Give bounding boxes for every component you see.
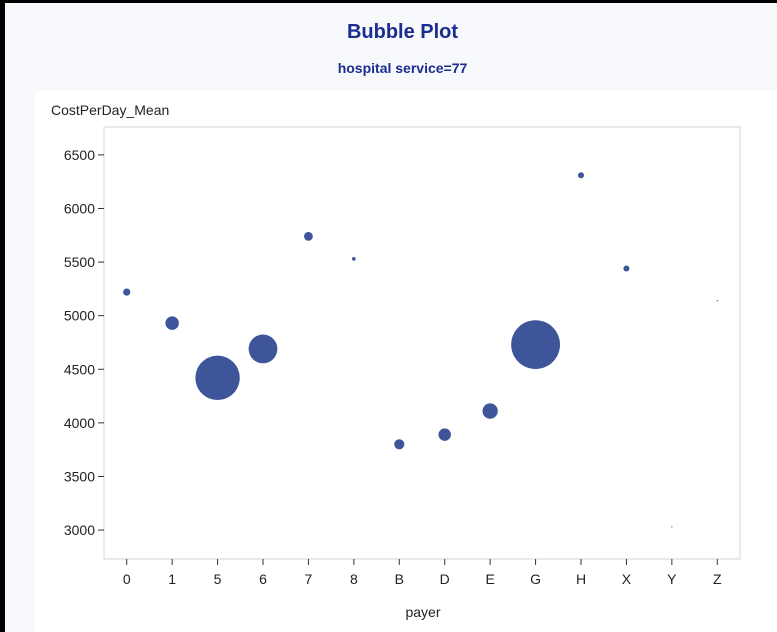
x-tick-label: B	[395, 571, 404, 587]
x-axis-label: payer	[405, 604, 440, 620]
x-tick-label: H	[576, 571, 586, 587]
chart-subtitle: hospital service=77	[337, 60, 468, 76]
y-axis-label: CostPerDay_Mean	[51, 102, 169, 118]
bubble-point[interactable]	[438, 428, 451, 441]
bubble-point[interactable]	[716, 300, 718, 302]
x-tick-label: 6	[259, 571, 267, 587]
y-tick-label: 4500	[64, 361, 95, 377]
bubble-point[interactable]	[195, 355, 240, 401]
x-tick-label: X	[622, 571, 632, 587]
x-tick-label: G	[530, 571, 541, 587]
y-tick-label: 6000	[64, 200, 95, 216]
x-tick-label: Y	[667, 571, 677, 587]
bubble-series	[123, 172, 718, 528]
y-tick-label: 3000	[64, 522, 95, 538]
plot-area	[103, 126, 741, 560]
bubble-point[interactable]	[123, 288, 131, 296]
x-tick-label: 7	[305, 571, 313, 587]
x-tick-label: 0	[123, 571, 131, 587]
bubble-chart: CostPerDay_Mean 3000 3500 4000 4500 5000 5500…	[51, 102, 741, 620]
bubble-point[interactable]	[352, 257, 356, 261]
y-axis: 3000 3500 4000 4500 5000 5500 6000 6500	[64, 147, 104, 538]
bubble-point[interactable]	[394, 439, 405, 450]
chart-panel: CostPerDay_Mean 3000 3500 4000 4500 5000 5500…	[35, 91, 777, 632]
bubble-point[interactable]	[511, 320, 560, 370]
x-tick-label: 5	[214, 571, 222, 587]
bubble-point[interactable]	[671, 526, 673, 528]
bubble-point[interactable]	[304, 231, 313, 241]
x-tick-label: 8	[350, 571, 358, 587]
bubble-point[interactable]	[623, 265, 630, 272]
y-tick-label: 3500	[64, 468, 95, 484]
bubble-point[interactable]	[482, 403, 498, 419]
bubble-point[interactable]	[165, 316, 179, 330]
y-tick-label: 6500	[64, 147, 95, 163]
x-tick-label: E	[485, 571, 494, 587]
y-tick-label: 5500	[64, 254, 95, 270]
bubble-point[interactable]	[577, 172, 585, 179]
x-tick-label: D	[440, 571, 450, 587]
bubble-point[interactable]	[248, 334, 278, 364]
y-tick-label: 4000	[64, 415, 95, 431]
x-tick-label: 1	[168, 571, 176, 587]
chart-title: Bubble Plot	[346, 21, 459, 43]
y-tick-label: 5000	[64, 308, 95, 324]
x-axis: 0 1 5 6 7 8 B D E G H X Y Z	[123, 559, 722, 587]
x-tick-label: Z	[713, 571, 722, 587]
